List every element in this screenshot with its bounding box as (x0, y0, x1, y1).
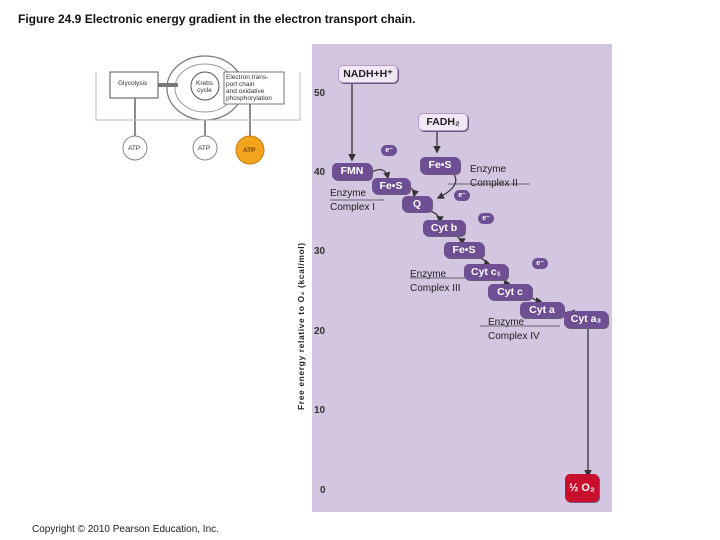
enzyme-complex-2-label: Enzyme Complex II (470, 164, 518, 189)
enzyme-complex-3-label: Enzyme Complex III (410, 269, 461, 294)
cyt-b-chip: Cyt b (423, 220, 465, 236)
tick-20: 20 (314, 326, 326, 337)
etc-label: Electron trans- port chain and oxidative… (226, 74, 272, 102)
figure-title: Figure 24.9 Electronic energy gradient i… (18, 12, 416, 26)
cyt-a-chip: Cyt a (520, 302, 564, 318)
tick-50: 50 (314, 88, 326, 99)
electron-tag-3: e⁻ (478, 213, 494, 224)
copyright-notice: Copyright © 2010 Pearson Education, Inc. (32, 524, 219, 535)
q-chip: Q (402, 196, 432, 212)
electron-tag-4: e⁻ (532, 258, 548, 269)
electron-tag-2: e⁻ (454, 190, 470, 201)
krebs-label: Krebs cycle (196, 80, 213, 94)
atp-badge-1: ATP (128, 145, 141, 152)
atp-badge-3: ATP (243, 147, 256, 154)
tick-30: 30 (314, 246, 326, 257)
fadh2-box: FADH₂ (418, 113, 468, 131)
tick-0: 0 (320, 485, 326, 496)
enzyme-complex-1-label: Enzyme Complex I (330, 188, 376, 213)
fes-chip-1: Fe•S (372, 178, 410, 194)
oxygen-box: ½ O₂ (565, 474, 599, 502)
enzyme-complex-4-label: Enzyme Complex IV (488, 317, 540, 342)
atp-badge-2: ATP (198, 145, 211, 152)
glycolysis-label: Glycolysis (118, 80, 148, 87)
fes-chip-2: Fe•S (420, 157, 460, 174)
cyt-c-chip: Cyt c (488, 284, 532, 300)
nadh-box: NADH+H⁺ (338, 65, 398, 83)
fes-chip-3: Fe•S (444, 242, 484, 258)
electron-tag-1: e⁻ (381, 145, 397, 156)
fmn-chip: FMN (332, 163, 372, 180)
cyt-c1-chip: Cyt c₁ (464, 264, 508, 280)
cyt-a3-chip: Cyt a₃ (564, 311, 608, 328)
tick-10: 10 (314, 405, 326, 416)
tick-40: 40 (314, 167, 326, 178)
